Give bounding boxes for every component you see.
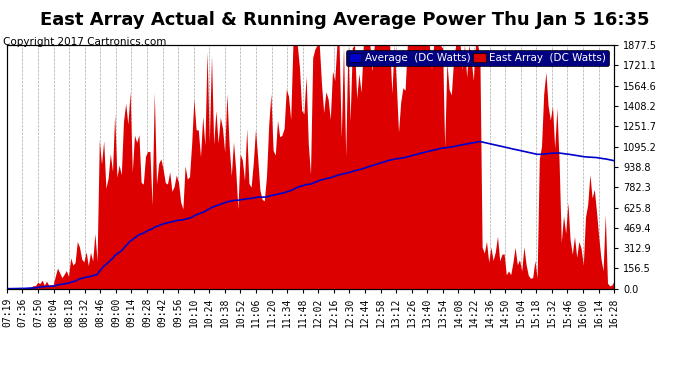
Text: East Array Actual & Running Average Power Thu Jan 5 16:35: East Array Actual & Running Average Powe… bbox=[40, 11, 650, 29]
Text: Copyright 2017 Cartronics.com: Copyright 2017 Cartronics.com bbox=[3, 37, 167, 47]
Legend: Average  (DC Watts), East Array  (DC Watts): Average (DC Watts), East Array (DC Watts… bbox=[346, 50, 609, 66]
